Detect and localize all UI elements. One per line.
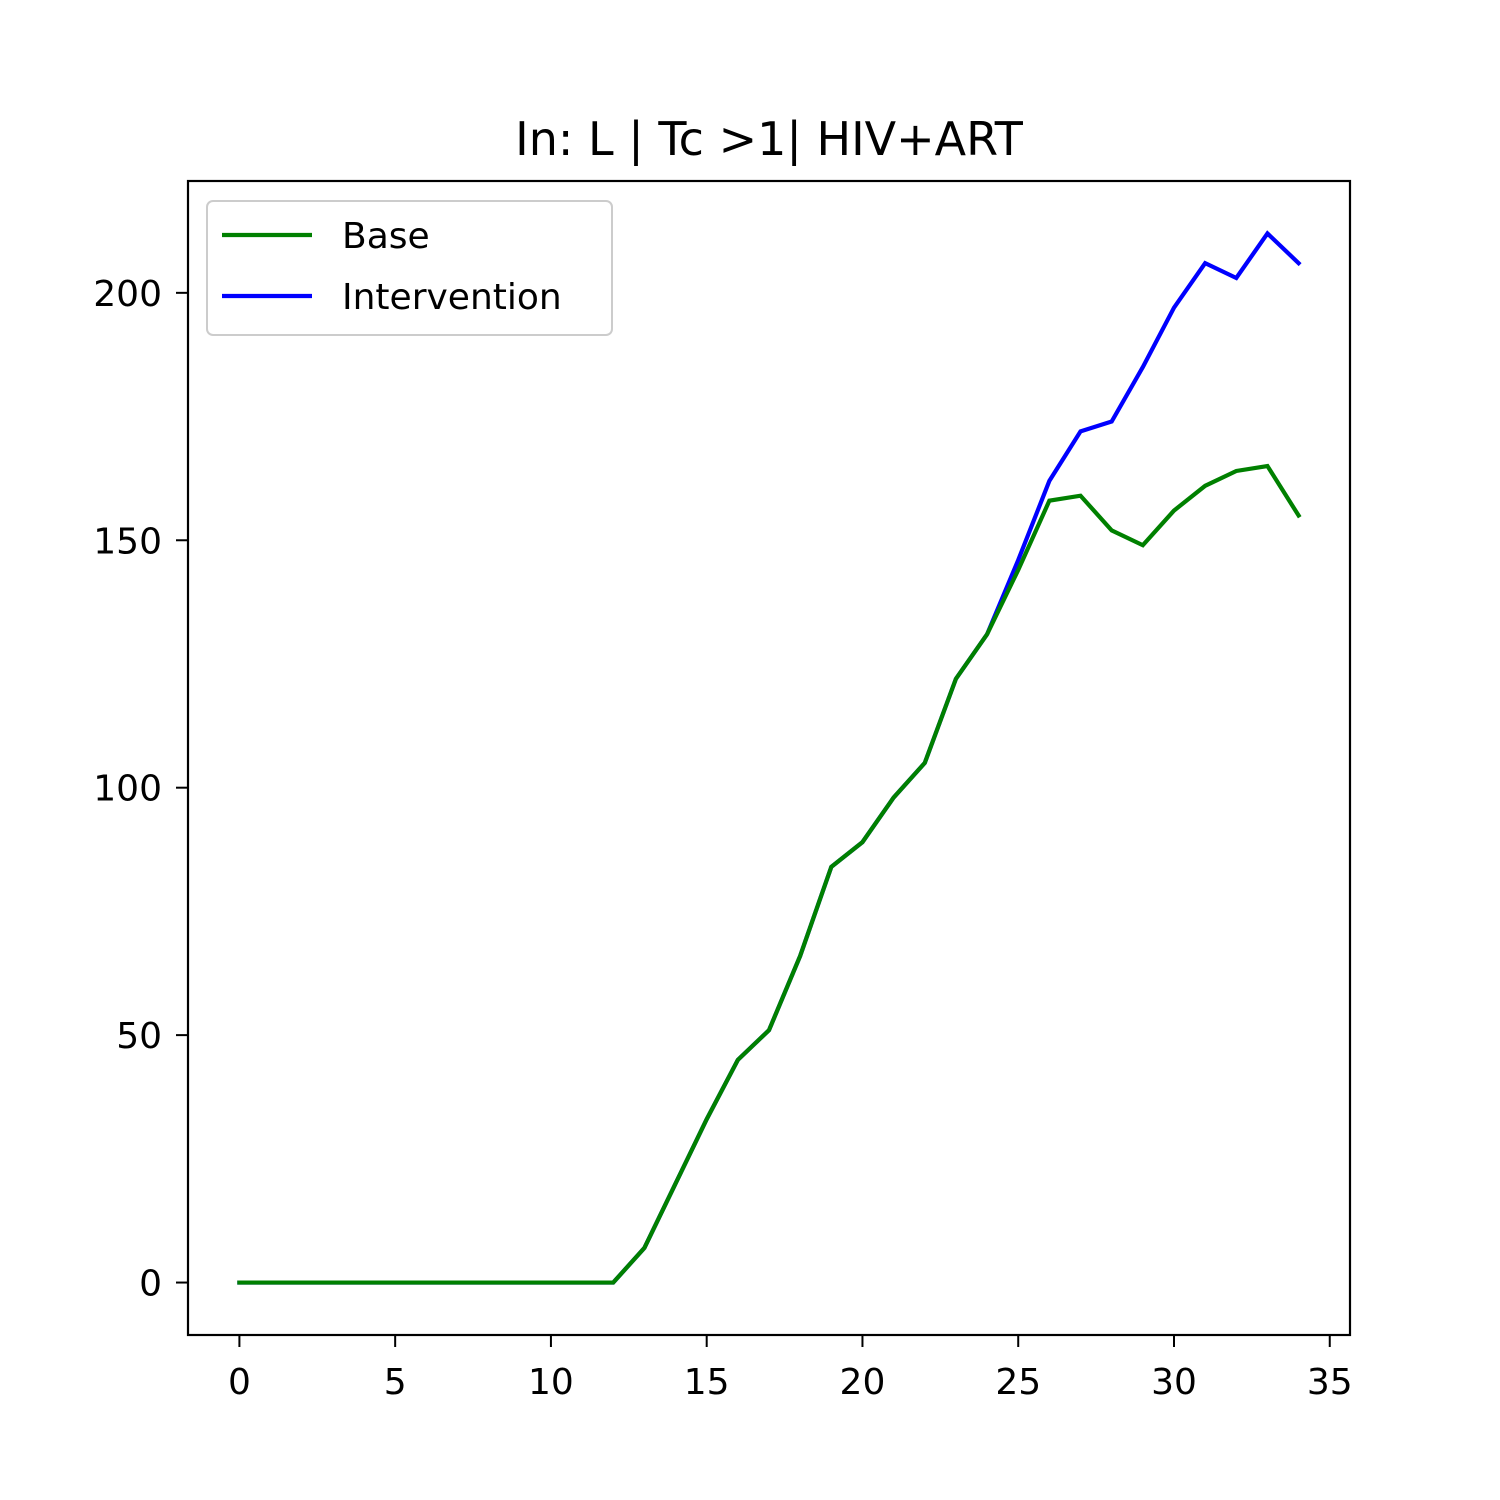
series-line-base [237,463,1302,1285]
y-tick-label: 150 [93,521,162,562]
axes-frame [186,179,1352,1337]
y-tick-label: 50 [116,1016,162,1057]
x-tick-label: 5 [384,1362,407,1403]
x-tick-label: 35 [1307,1362,1353,1403]
legend-label: Base [342,216,430,257]
plot-area [237,230,1302,1285]
axes: 0 5 10 15 20 25 30 35 0 50 100 150 200 [93,179,1353,1403]
x-tick-label: 20 [840,1362,886,1403]
y-tick-label: 100 [93,769,162,810]
legend-label: Intervention [342,277,562,318]
chart-title: In: L | Tc >1| HIV+ART [515,112,1024,167]
x-tick-label: 0 [228,1362,251,1403]
legend: Base Intervention [206,200,613,336]
series-group [237,230,1302,1285]
x-tick-label: 30 [1151,1362,1197,1403]
y-tick-label: 200 [93,274,162,315]
y-tick-label: 0 [139,1264,162,1305]
x-tick-label: 10 [528,1362,574,1403]
x-tick-label: 25 [995,1362,1041,1403]
x-tick-label: 15 [684,1362,730,1403]
